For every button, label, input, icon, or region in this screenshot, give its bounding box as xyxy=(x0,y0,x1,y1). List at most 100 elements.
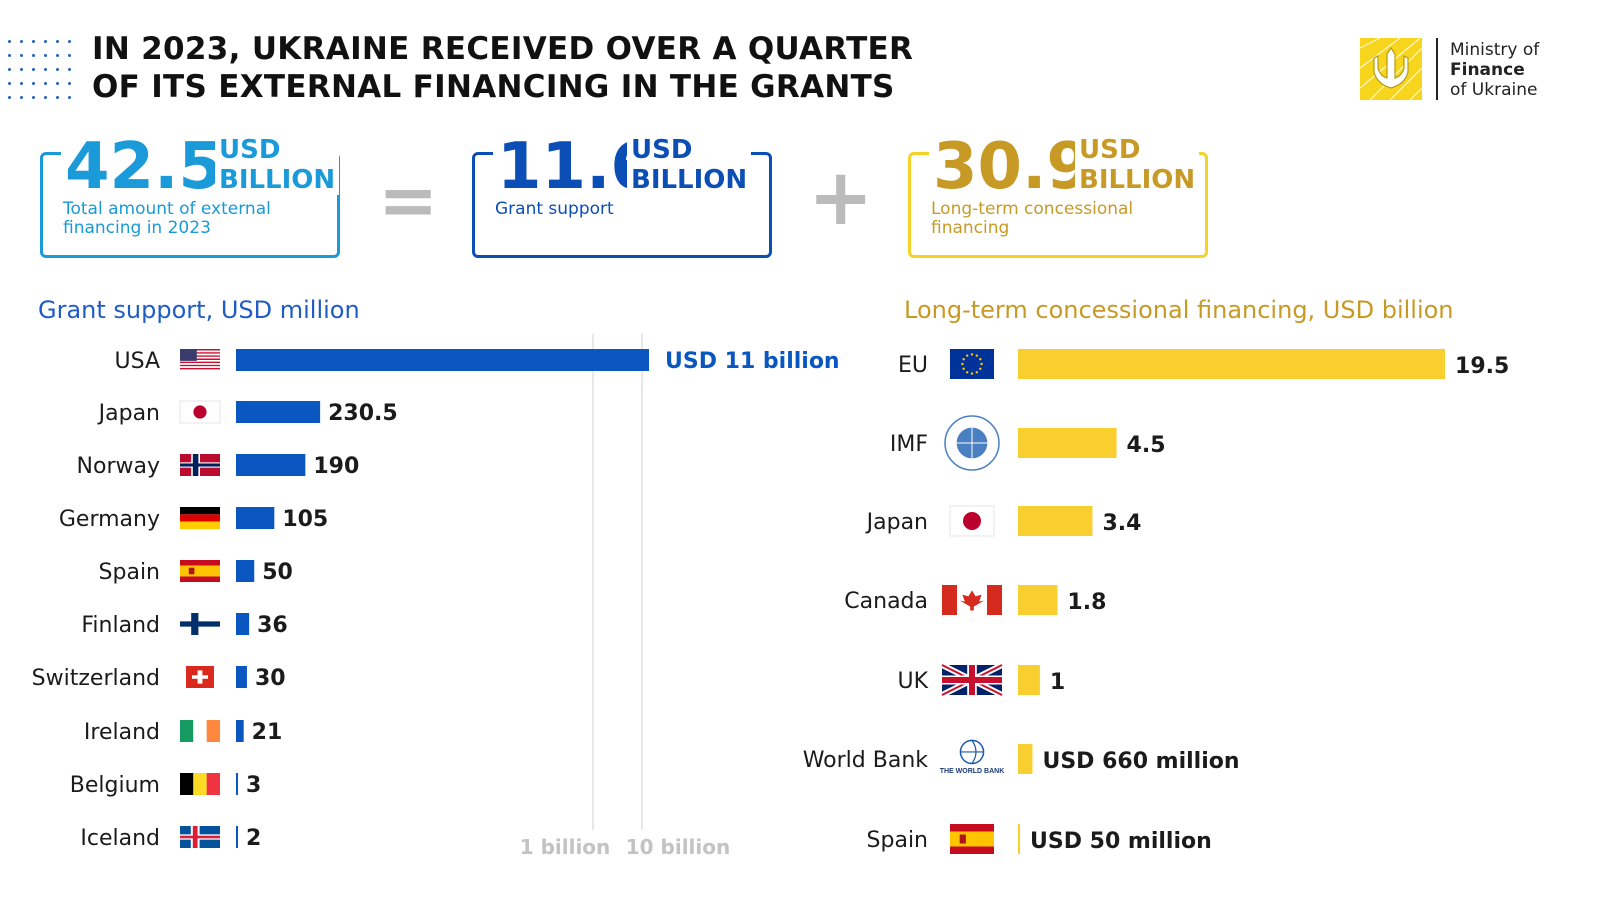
bar xyxy=(1018,744,1033,774)
equals-sign: = xyxy=(378,158,439,242)
reference-line-label: 10 billion xyxy=(626,835,731,859)
bar-value-label: 3.4 xyxy=(1102,511,1141,536)
bar xyxy=(236,613,250,635)
bar-category-label: Switzerland xyxy=(32,666,160,691)
logo-line-1: Ministry of xyxy=(1450,40,1540,60)
loans-unit: USD BILLION xyxy=(1075,135,1200,195)
dot xyxy=(68,68,71,71)
bar-value-label: 105 xyxy=(282,507,328,532)
iceland-flag-icon xyxy=(180,826,220,848)
grants-unit: USD BILLION xyxy=(627,135,752,195)
belgium-flag-icon xyxy=(180,773,220,795)
dot xyxy=(32,96,35,99)
logo-line-3: of Ukraine xyxy=(1450,80,1538,100)
total-financing-card: 42.5 USD BILLION Total amount of external… xyxy=(40,127,340,258)
bar-value-label: USD 50 million xyxy=(1030,829,1212,854)
bar-value-label: 36 xyxy=(257,613,288,638)
bar-category-label: Germany xyxy=(59,507,160,532)
bar-value-label: 3 xyxy=(246,773,261,798)
bar-value-label: 1.8 xyxy=(1067,590,1106,615)
bar-category-label: Spain xyxy=(99,560,160,585)
bar-category-label: Finland xyxy=(81,613,160,638)
title-line-1: IN 2023, UKRAINE RECEIVED OVER A QUARTER xyxy=(92,31,914,67)
bar-value-label: 19.5 xyxy=(1455,354,1509,379)
dot xyxy=(20,82,23,85)
uk-flag-icon xyxy=(940,662,1004,698)
bar-category-label: UK xyxy=(897,669,928,694)
bar-category-label: Spain xyxy=(867,828,928,853)
dot xyxy=(20,54,23,57)
bar-value-label: 2 xyxy=(246,826,261,851)
total-description: Total amount of external financing in 202… xyxy=(63,199,271,238)
bar-category-label: World Bank xyxy=(803,748,929,773)
dot xyxy=(56,68,59,71)
bar-value-label: 21 xyxy=(252,720,283,745)
logo-divider xyxy=(1436,38,1438,100)
dot xyxy=(68,82,71,85)
bar xyxy=(1018,349,1446,379)
bar-value-label: 50 xyxy=(262,560,293,585)
dot xyxy=(8,40,11,43)
bar-category-label: Japan xyxy=(97,401,160,426)
bar xyxy=(236,507,275,529)
bar-category-label: IMF xyxy=(890,432,928,457)
bar xyxy=(236,560,255,582)
dot xyxy=(44,96,47,99)
bar-category-label: USA xyxy=(114,349,160,374)
dot xyxy=(44,82,47,85)
dot xyxy=(8,96,11,99)
dot xyxy=(8,54,11,57)
dot xyxy=(32,68,35,71)
loan-chart-title: Long-term concessional financing, USD bi… xyxy=(904,296,1454,324)
bar xyxy=(236,826,238,848)
dot xyxy=(44,68,47,71)
bar xyxy=(236,773,238,795)
dot xyxy=(68,40,71,43)
dot xyxy=(8,82,11,85)
reference-line-label: 1 billion xyxy=(520,835,611,859)
title-line-2: OF ITS EXTERNAL FINANCING IN THE GRANTS xyxy=(92,69,895,105)
bar xyxy=(236,454,306,476)
dot xyxy=(68,96,71,99)
dot xyxy=(56,40,59,43)
bar xyxy=(236,401,321,423)
dot xyxy=(56,54,59,57)
loans-description: Long-term concessional financing xyxy=(931,199,1134,238)
bar-value-label: 1 xyxy=(1050,670,1065,695)
us-flag-icon xyxy=(180,349,220,371)
logo-line-2: Finance xyxy=(1450,60,1525,80)
decorative-dot-grid xyxy=(8,40,74,104)
ministry-logo-text: Ministry of Finance of Ukraine xyxy=(1450,40,1539,100)
bar-value-label: 4.5 xyxy=(1127,433,1166,458)
bar-category-label: EU xyxy=(898,353,928,378)
finland-flag-icon xyxy=(180,613,220,635)
concessional-financing-card: 30.9 USD BILLION Long-term concessional fi… xyxy=(908,127,1208,258)
bar xyxy=(1018,585,1058,615)
trident-logo-icon xyxy=(1359,37,1423,101)
dot xyxy=(68,54,71,57)
bar xyxy=(1018,665,1040,695)
dot xyxy=(56,82,59,85)
ireland-flag-icon xyxy=(180,720,220,742)
imf-seal-icon xyxy=(944,415,1000,471)
dot xyxy=(32,54,35,57)
grant-support-card: 11.6 USD BILLION Grant support xyxy=(472,127,772,258)
dot xyxy=(32,82,35,85)
bar xyxy=(1018,428,1117,458)
plus-sign: + xyxy=(808,153,874,243)
germany-flag-icon xyxy=(180,507,220,529)
bar-value-label: 190 xyxy=(313,454,359,479)
bar xyxy=(236,720,244,742)
japan-flag-icon xyxy=(949,505,995,537)
bar-value-label: 30 xyxy=(255,666,286,691)
eu-flag-icon xyxy=(950,349,994,379)
total-number: 42.5 xyxy=(61,127,227,207)
bar-category-label: Norway xyxy=(77,454,160,479)
bar-value-label: 230.5 xyxy=(328,401,398,426)
dot xyxy=(20,68,23,71)
bar-value-label: USD 660 million xyxy=(1042,749,1239,774)
bar-category-label: Iceland xyxy=(80,826,160,851)
world-bank-logo-text: THE WORLD BANK xyxy=(940,768,1005,775)
bar-category-label: Canada xyxy=(844,589,928,614)
